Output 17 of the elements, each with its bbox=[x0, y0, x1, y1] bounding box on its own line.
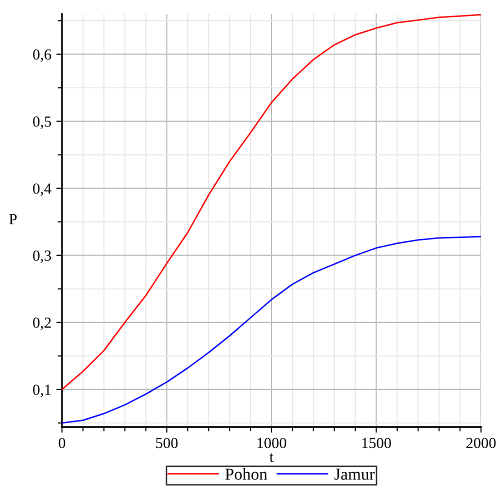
legend-label: Pohon bbox=[225, 468, 268, 480]
x-tick-label: 0 bbox=[58, 438, 66, 448]
y-tick-label: 0,2 bbox=[33, 318, 51, 330]
x-tick-label: 1500 bbox=[362, 438, 391, 448]
x-tick-label: 500 bbox=[156, 438, 178, 448]
y-tick-label: 0,1 bbox=[33, 384, 51, 398]
y-tick-label: 0,4 bbox=[33, 183, 52, 196]
line-series bbox=[62, 236, 481, 424]
x-axis-title: t bbox=[270, 453, 274, 462]
y-tick-label: 0,6 bbox=[33, 49, 52, 62]
line-series bbox=[62, 14, 481, 390]
y-tick-label: 0,3 bbox=[33, 250, 51, 264]
y-tick-label: 0,5 bbox=[33, 116, 51, 129]
legend-label: Jamur bbox=[334, 468, 375, 480]
x-tick-label: 2000 bbox=[466, 438, 496, 448]
x-tick-label: 1000 bbox=[258, 438, 286, 448]
y-axis-title: P bbox=[9, 214, 17, 224]
